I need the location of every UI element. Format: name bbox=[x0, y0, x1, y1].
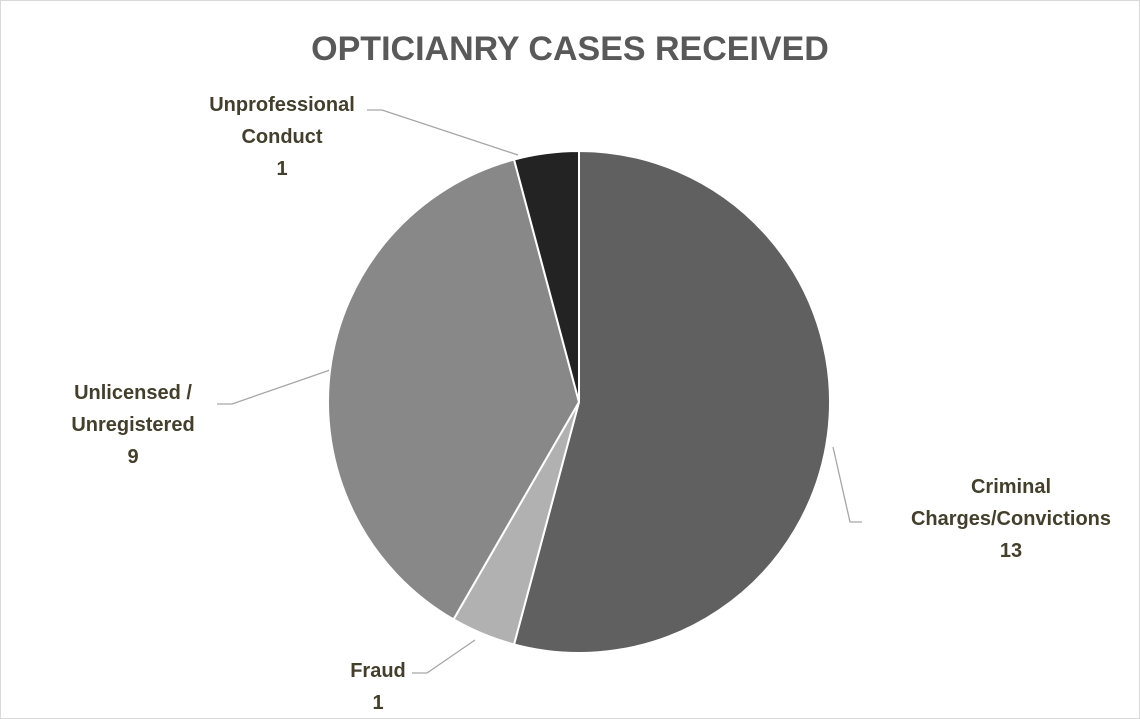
category-label: Unlicensed / Unregistered bbox=[71, 382, 195, 436]
data-label: Criminal Charges/Convictions 13 bbox=[886, 471, 1136, 567]
data-label: Unlicensed / Unregistered 9 bbox=[48, 377, 218, 473]
leader-line bbox=[217, 369, 331, 405]
category-label: Fraud bbox=[350, 660, 406, 682]
value-label: 1 bbox=[276, 158, 288, 180]
value-label: 13 bbox=[999, 540, 1023, 562]
leader-line bbox=[367, 109, 519, 156]
category-label: Unprofessional Conduct bbox=[209, 94, 355, 148]
data-label: Unprofessional Conduct 1 bbox=[192, 89, 372, 185]
pie-slice bbox=[327, 158, 581, 621]
pie-slice bbox=[512, 149, 580, 403]
value-label: 9 bbox=[127, 446, 139, 468]
value-label: 1 bbox=[372, 692, 384, 714]
data-label: Fraud 1 bbox=[318, 655, 438, 719]
chart-title: OPTICIANRY CASES RECEIVED bbox=[311, 30, 829, 68]
leader-line bbox=[412, 639, 476, 674]
leader-lines bbox=[217, 109, 862, 674]
pie-slice bbox=[512, 149, 832, 654]
category-label: Criminal Charges/Convictions bbox=[910, 476, 1112, 530]
leader-line bbox=[832, 446, 862, 523]
